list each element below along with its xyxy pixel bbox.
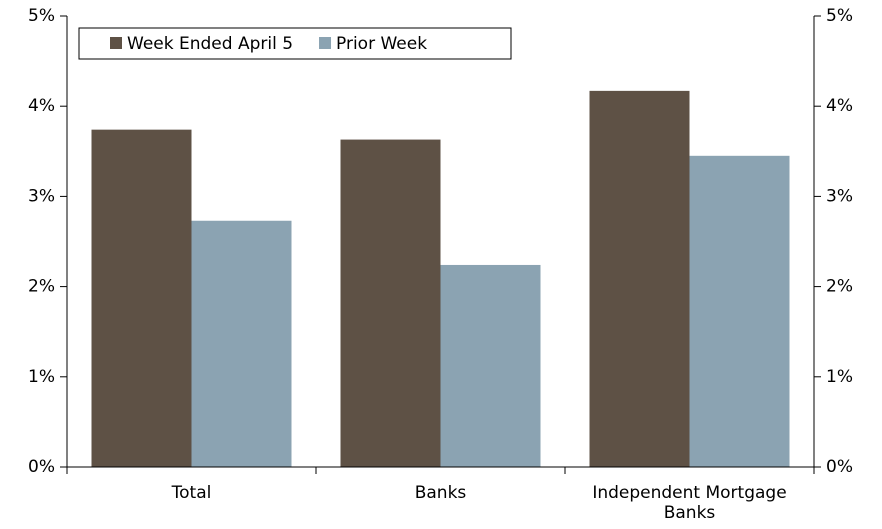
y-tick-label: 0% — [28, 457, 55, 477]
y2-tick-label: 2% — [826, 277, 853, 297]
y-tick-label: 2% — [28, 277, 55, 297]
bar — [689, 155, 790, 467]
y2-tick-label: 4% — [826, 96, 853, 116]
bar — [91, 129, 192, 468]
y2-tick-label: 5% — [826, 6, 853, 26]
legend-label: Week Ended April 5 — [127, 34, 293, 54]
y-tick-label: 4% — [28, 96, 55, 116]
bar — [440, 264, 541, 467]
legend — [78, 27, 512, 60]
y-tick-label: 5% — [28, 6, 55, 26]
bar — [589, 90, 690, 467]
bar — [191, 220, 292, 467]
y2-tick-label: 1% — [826, 367, 853, 387]
bar — [340, 139, 441, 467]
y2-tick-label: 3% — [826, 186, 853, 206]
x-tick-label: Banks — [414, 483, 467, 503]
y2-tick-label: 0% — [826, 457, 853, 477]
x-tick-label: Total — [171, 483, 212, 503]
legend-swatch — [319, 37, 332, 49]
y-tick-label: 1% — [28, 367, 55, 387]
legend-swatch — [110, 37, 122, 49]
legend-label: Prior Week — [336, 34, 427, 54]
x-tick-label: Independent Mortgage Banks — [592, 483, 787, 523]
y-tick-label: 3% — [28, 186, 55, 206]
